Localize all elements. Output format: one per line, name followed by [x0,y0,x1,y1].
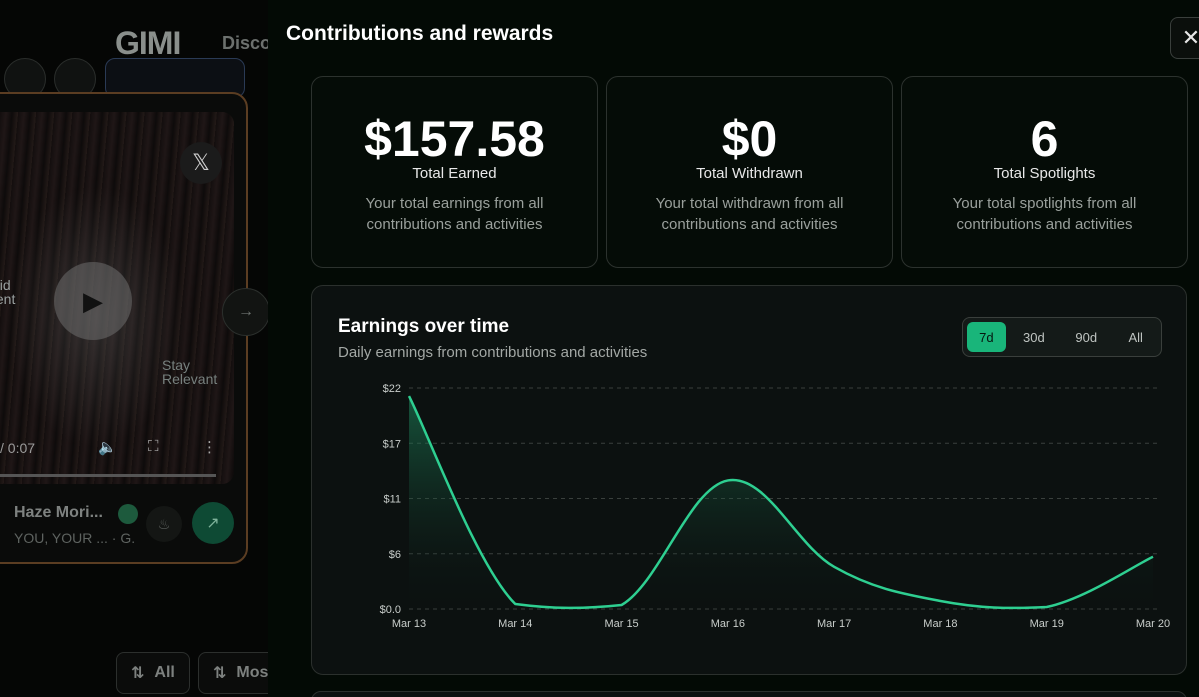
gimi-logo[interactable]: GIMI [115,25,181,61]
earnings-chart-card: Earnings over time Daily earnings from c… [311,285,1187,675]
volume-icon[interactable]: 🔈 [98,439,117,456]
stat-value: $0 [721,111,778,167]
stat-description: Your total spotlights from all contribut… [952,195,1137,233]
content-card[interactable]: 𝕏 ▶ uid tent Stay Relevant / 0:07 🔈 ⛶ ⋮ … [0,92,248,564]
filter-label: Mos [236,664,268,681]
stat-label: Total Earned [412,165,497,182]
panel-title: Contributions and rewards [286,22,554,45]
data-point[interactable] [725,477,731,483]
filter-label: All [154,664,175,681]
stat-value: 6 [1030,111,1059,167]
verified-icon [118,504,138,524]
x-tick-label: Mar 20 [1136,618,1170,630]
chart-title: Earnings over time [338,316,510,337]
video-player[interactable]: 𝕏 ▶ uid tent Stay Relevant / 0:07 🔈 ⛶ ⋮ [0,112,234,484]
video-progress-bar[interactable] [0,474,216,477]
range-90d[interactable]: 90d [1075,329,1098,345]
data-point[interactable] [619,602,625,608]
creator-subtitle: YOU, YOUR ... · G. [14,530,135,546]
x-tick-label: Mar 14 [498,618,532,630]
app-header: GIMI Discov [0,0,268,100]
fire-icon[interactable]: ♨ [146,506,182,542]
contributions-panel: Contributions and rewards ✕ $157.58 Tota… [268,0,1199,697]
data-point[interactable] [512,601,518,607]
sort-icon: ⇅ [131,665,145,682]
earnings-chart: $0.0 $6 $11 $17 $22 Mar 13 Mar 14 Mar 15 Mar 16 M… [380,383,1171,630]
earnings-area [409,396,1153,609]
stat-description: Your total withdrawn from all contributi… [655,195,844,233]
share-arrow-icon[interactable]: ↗ [192,502,234,544]
x-tick-label: Mar 13 [392,618,426,630]
filter-most[interactable]: ⇅ Mos [198,652,268,694]
data-point[interactable] [1150,554,1156,560]
close-icon[interactable]: ✕ [1170,17,1199,59]
x-tick-label: Mar 17 [817,618,851,630]
creator-name[interactable]: Haze Mori... [14,504,103,521]
data-point[interactable] [1044,604,1050,610]
nav-discover[interactable]: Discov [222,33,268,53]
y-tick-label: $11 [383,494,401,506]
video-overlay-text: uid tent [0,277,16,307]
x-tick-label: Mar 16 [711,618,745,630]
x-tick-label: Mar 15 [604,618,638,630]
stat-description: Your total earnings from all contributio… [365,195,544,233]
data-point[interactable] [831,564,837,570]
play-icon[interactable]: ▶ [54,262,132,340]
creator-subtitle-main: YOU, YOUR ... [14,530,108,546]
x-tick-label: Mar 18 [923,618,957,630]
video-time: / 0:07 [0,440,36,456]
x-logo-icon[interactable]: 𝕏 [180,142,222,184]
video-overlay-text: Stay Relevant [162,357,218,387]
data-point[interactable] [406,393,412,399]
fullscreen-icon[interactable]: ⛶ [148,438,159,455]
next-section-card [311,691,1187,697]
stat-label: Total Spotlights [993,165,1096,182]
stat-label: Total Withdrawn [696,165,803,182]
y-tick-label: $0.0 [380,604,401,616]
range-all[interactable]: All [1128,329,1143,345]
data-point[interactable] [937,598,943,604]
more-options-icon[interactable]: ⋮ [202,439,217,456]
y-tick-label: $22 [383,383,401,395]
stat-value: $157.58 [364,111,545,167]
chart-subtitle: Daily earnings from contributions and ac… [338,344,648,361]
range-7d[interactable]: 7d [967,322,1006,352]
creator-subtitle-extra: · G. [111,530,136,546]
range-selector: 7d 30d 90d All [962,317,1162,357]
next-arrow-icon[interactable]: → [222,288,268,336]
x-tick-label: Mar 19 [1030,618,1064,630]
sort-icon: ⇅ [213,665,227,682]
background-app: GIMI Discov 𝕏 ▶ uid tent Stay Relevant /… [0,0,268,697]
stat-card-total-earned: $157.58 Total Earned Your total earnings… [311,76,598,268]
range-30d[interactable]: 30d [1023,329,1045,345]
earnings-line [407,395,1154,610]
stat-card-total-withdrawn: $0 Total Withdrawn Your total withdrawn … [606,76,893,268]
y-tick-label: $17 [383,438,401,450]
stat-card-total-spotlights: 6 Total Spotlights Your total spotlights… [901,76,1188,268]
y-tick-label: $6 [389,549,401,561]
filter-all[interactable]: ⇅ All [116,652,190,694]
